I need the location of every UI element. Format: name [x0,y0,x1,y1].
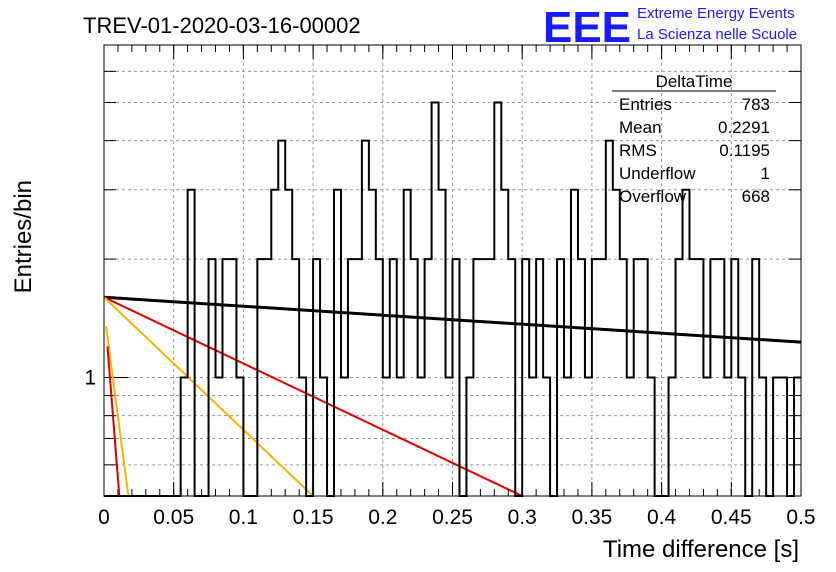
y-tick-label: 1 [84,367,96,390]
x-tick-label: 0.25 [432,506,473,529]
stats-title: DeltaTime [656,72,733,91]
x-tick-label: 0 [98,506,110,529]
eee-logo: EEE Extreme Energy Events La Scienza nel… [543,3,797,52]
stats-rows: Entries 783 Mean 0.2291 RMS 0.1195 Underflow 1 O… [619,95,770,206]
stats-label: Overflow [619,187,687,206]
stats-value: 0.1195 [719,141,770,160]
x-tick-label: 0.1 [229,506,258,529]
x-tick-label: 0.2 [368,506,397,529]
stats-value: 783 [742,95,770,114]
x-tick-label: 0.35 [571,506,612,529]
x-tick-label: 0.5 [786,506,815,529]
chart-title: TREV-01-2020-03-16-00002 [83,13,361,38]
stats-value: 1 [761,164,770,183]
stats-label: Entries [619,95,672,114]
y-axis-label: Entries/bin [10,180,37,293]
logo-text: EEE [543,3,631,52]
x-axis-label: Time difference [s] [603,536,799,563]
stats-label: Underflow [619,164,696,183]
logo-line1: Extreme Energy Events [637,5,795,22]
x-tick-label: 0.15 [293,506,334,529]
x-tick-labels: 0 0.05 0.1 0.15 0.2 0.25 0.3 0.35 0.4 0.45 0.5 [98,506,815,529]
plot-frame [103,44,802,497]
y-tick-labels: 1 [84,367,96,390]
x-tick-label: 0.05 [153,506,194,529]
fit-line [105,326,130,497]
logo-line2: La Scienza nelle Scuole [637,26,797,43]
fit-line [106,346,121,497]
x-tick-label: 0.4 [647,506,677,529]
stats-value: 668 [742,187,770,206]
stats-box: DeltaTime Entries 783 Mean 0.2291 RMS 0.1195 U… [612,72,776,206]
stats-label: RMS [619,141,657,160]
x-tick-label: 0.3 [508,506,537,529]
stats-label: Mean [619,118,662,137]
x-tick-label: 0.45 [711,506,752,529]
stats-value: 0.2291 [718,118,770,137]
